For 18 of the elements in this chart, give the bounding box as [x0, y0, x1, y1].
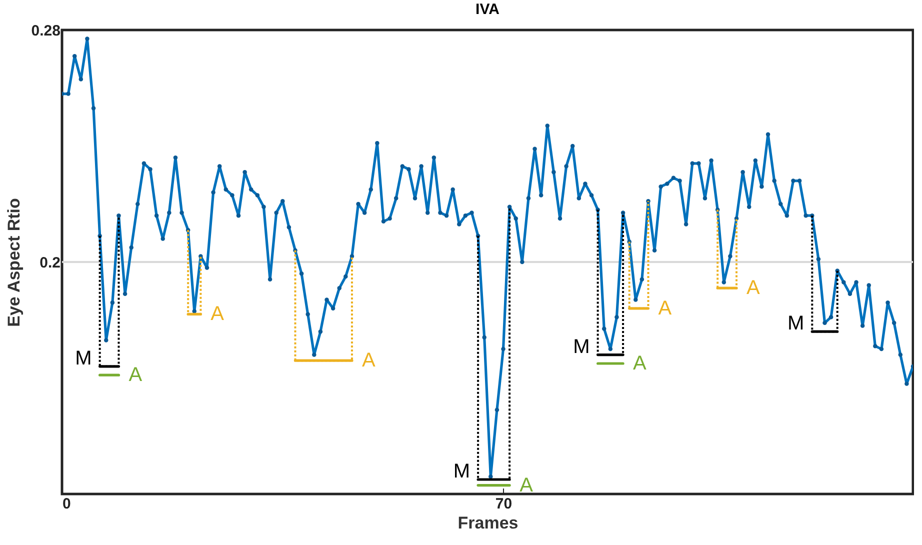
annotation: A [128, 364, 143, 386]
y-tick-label: 0.28 [31, 22, 60, 40]
annotation: A [658, 297, 672, 320]
annotation: A [633, 352, 648, 374]
x-tick-label: 70 [495, 496, 512, 512]
annotation: M [75, 347, 92, 370]
annotation: M [573, 336, 590, 358]
chart-title: IVA [476, 1, 500, 18]
annotation: M [787, 312, 804, 335]
annotation: A [210, 303, 225, 326]
x-tick-label: 0 [62, 496, 71, 512]
y-axis-title: Eye Aspect Rtio [4, 198, 24, 327]
x-axis-title: Frames [458, 514, 518, 532]
annotation: A [746, 277, 760, 300]
y-tick-label: 0.2 [40, 254, 60, 272]
annotation: M [453, 460, 470, 482]
annotation: A [362, 350, 376, 372]
annotation: A [520, 474, 534, 496]
